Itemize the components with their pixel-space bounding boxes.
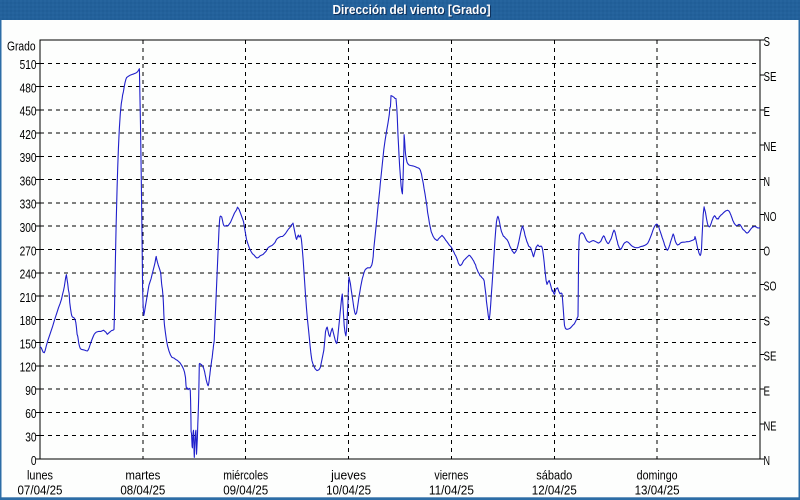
- svg-text:150: 150: [20, 337, 37, 351]
- svg-text:Dirección del viento [Grado]: Dirección del viento [Grado]: [334, 3, 492, 18]
- svg-text:SE: SE: [764, 349, 777, 363]
- svg-text:SO: SO: [764, 280, 777, 294]
- svg-text:Grado: Grado: [7, 40, 36, 54]
- svg-text:martes: martes: [125, 469, 160, 483]
- svg-text:NE: NE: [764, 419, 777, 433]
- svg-text:sábado: sábado: [536, 469, 572, 483]
- svg-text:510: 510: [20, 58, 37, 72]
- svg-text:30: 30: [25, 431, 36, 445]
- svg-text:240: 240: [20, 268, 37, 282]
- svg-text:360: 360: [20, 174, 37, 188]
- svg-text:270: 270: [20, 244, 37, 258]
- svg-text:miércoles: miércoles: [223, 469, 268, 483]
- svg-text:330: 330: [20, 198, 37, 212]
- svg-text:SE: SE: [764, 70, 777, 84]
- svg-text:N: N: [764, 454, 771, 468]
- svg-text:180: 180: [20, 314, 37, 328]
- svg-text:120: 120: [20, 361, 37, 375]
- svg-text:domingo: domingo: [637, 469, 678, 483]
- svg-text:08/04/25: 08/04/25: [120, 484, 165, 498]
- svg-text:390: 390: [20, 151, 37, 165]
- svg-text:O: O: [764, 245, 771, 259]
- svg-text:Dirección del viento [Grado]: Dirección del viento [Grado]: [333, 2, 491, 17]
- svg-text:lunes: lunes: [27, 469, 53, 483]
- svg-text:E: E: [764, 105, 771, 119]
- svg-text:60: 60: [25, 407, 36, 421]
- svg-text:10/04/25: 10/04/25: [326, 484, 371, 498]
- svg-text:300: 300: [20, 221, 37, 235]
- svg-text:N: N: [764, 175, 771, 189]
- svg-text:0: 0: [31, 454, 37, 468]
- svg-text:12/04/25: 12/04/25: [532, 484, 577, 498]
- svg-text:07/04/25: 07/04/25: [18, 484, 63, 498]
- svg-text:450: 450: [20, 105, 37, 119]
- svg-text:NE: NE: [764, 140, 777, 154]
- svg-text:480: 480: [20, 81, 37, 95]
- svg-text:13/04/25: 13/04/25: [635, 484, 680, 498]
- svg-text:210: 210: [20, 291, 37, 305]
- svg-text:E: E: [764, 384, 771, 398]
- svg-text:11/04/25: 11/04/25: [429, 484, 474, 498]
- svg-text:viernes: viernes: [434, 469, 468, 483]
- svg-text:420: 420: [20, 128, 37, 142]
- svg-text:S: S: [764, 315, 771, 329]
- svg-text:S: S: [764, 35, 771, 49]
- svg-text:jueves: jueves: [330, 469, 366, 483]
- svg-text:09/04/25: 09/04/25: [223, 484, 268, 498]
- svg-text:90: 90: [25, 384, 36, 398]
- svg-text:NO: NO: [764, 210, 777, 224]
